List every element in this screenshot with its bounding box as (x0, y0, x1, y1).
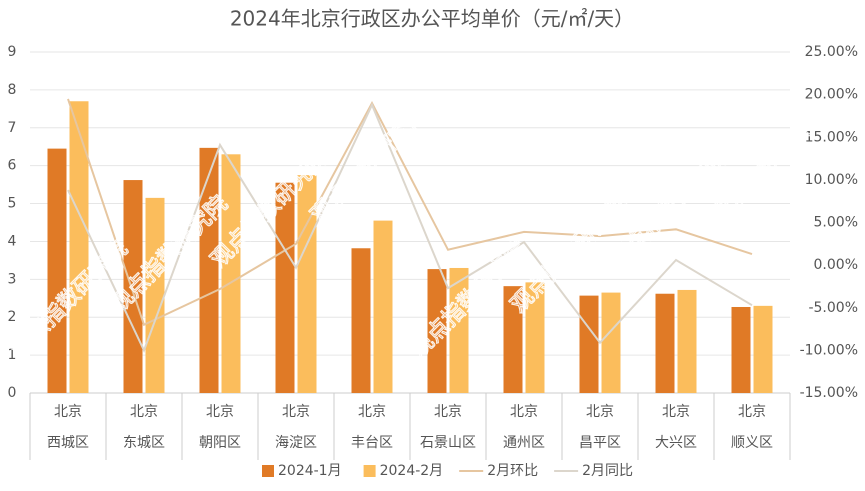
bar (655, 293, 675, 393)
x-tick-label: 通州区 (503, 435, 545, 451)
x-group-label: 北京 (206, 404, 234, 420)
x-group-label: 北京 (54, 404, 82, 420)
y2-tick-label: 10.00% (805, 172, 858, 188)
y2-tick-label: 15.00% (805, 129, 858, 145)
y-tick-label: 3 (8, 271, 17, 287)
y2-tick-label: -5.00% (808, 300, 858, 316)
x-tick-label: 昌平区 (579, 435, 621, 451)
legend-label: 2024-2月 (380, 463, 444, 479)
x-tick-label: 石景山区 (420, 435, 476, 451)
x-tick-label: 顺义区 (731, 435, 773, 451)
bar (199, 147, 219, 393)
y2-tick-label: -10.00% (800, 342, 858, 358)
chart-title: 2024年北京行政区办公平均单价（元/㎡/天） (230, 7, 634, 31)
y-tick-label: 2 (8, 309, 17, 325)
x-group-label: 北京 (358, 404, 386, 420)
x-tick-label: 西城区 (47, 435, 89, 451)
y-tick-label: 8 (8, 82, 17, 98)
bar (601, 292, 621, 393)
y-tick-label: 0 (8, 385, 17, 401)
y2-tick-label: 25.00% (805, 44, 858, 60)
y2-tick-label: 20.00% (805, 87, 858, 103)
bar (123, 180, 143, 393)
x-group-label: 北京 (662, 404, 690, 420)
y-tick-label: 7 (8, 120, 17, 136)
bar (579, 295, 599, 393)
line (67, 102, 753, 353)
x-tick-label: 东城区 (123, 435, 165, 451)
x-tick-label: 朝阳区 (199, 435, 241, 451)
bar (275, 182, 295, 393)
bar (69, 101, 89, 393)
legend-swatch (363, 465, 376, 477)
bar (47, 148, 67, 393)
bar (677, 289, 697, 393)
x-group-label: 北京 (738, 404, 766, 420)
legend-label: 2月同比 (582, 463, 633, 479)
y2-tick-label: -15.00% (800, 385, 858, 401)
bar (503, 286, 523, 393)
x-group-label: 北京 (434, 404, 462, 420)
legend-swatch (262, 465, 274, 477)
bar (731, 306, 751, 393)
x-tick-label: 大兴区 (655, 435, 697, 451)
bar (525, 282, 545, 393)
x-tick-label: 丰台区 (351, 435, 393, 451)
bar (449, 267, 469, 393)
x-group-label: 北京 (586, 404, 614, 420)
y2-tick-label: 0.00% (814, 257, 858, 273)
legend-label: 2月环比 (487, 463, 538, 479)
bar (297, 175, 317, 393)
x-group-label: 北京 (510, 404, 538, 420)
y-tick-label: 9 (8, 44, 17, 60)
y-tick-label: 4 (8, 233, 17, 249)
y-tick-label: 6 (8, 158, 17, 174)
x-group-label: 北京 (130, 404, 158, 420)
legend-label: 2024-1月 (278, 463, 342, 479)
y-tick-label: 1 (8, 347, 17, 363)
x-tick-label: 海淀区 (275, 435, 317, 451)
y2-tick-label: 5.00% (814, 215, 858, 231)
y-tick-label: 5 (8, 196, 17, 212)
bar (427, 269, 447, 393)
bar (753, 305, 773, 393)
bar (373, 220, 393, 393)
x-group-label: 北京 (282, 404, 310, 420)
bar (145, 197, 165, 393)
bar (221, 154, 241, 393)
bar (351, 248, 371, 393)
line (67, 98, 753, 327)
